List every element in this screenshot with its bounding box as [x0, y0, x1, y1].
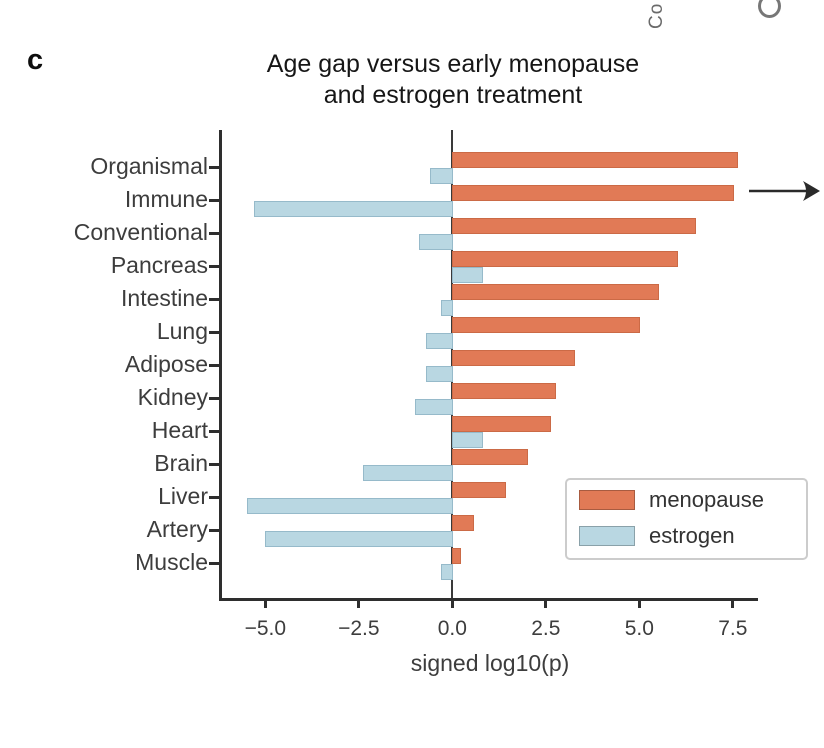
bar-menopause-immune [452, 185, 734, 201]
y-category-label-organismal: Organismal [90, 153, 208, 179]
y-tick-artery [209, 528, 219, 532]
y-tick-pancreas [209, 264, 219, 268]
bar-estrogen-intestine [441, 300, 454, 316]
bar-estrogen-brain [362, 465, 454, 481]
legend-label-estrogen: estrogen [649, 523, 735, 548]
bar-menopause-artery [452, 515, 474, 531]
bar-menopause-adipose [452, 350, 575, 366]
y-tick-brain [209, 462, 219, 466]
bar-estrogen-artery [265, 531, 454, 547]
x-tick-0.0 [450, 598, 454, 608]
x-tick-−5.0 [263, 598, 267, 608]
y-category-label-adipose: Adipose [124, 351, 208, 377]
y-category-label-liver: Liver [158, 483, 208, 509]
legend-entry-estrogen: estrogen [579, 523, 735, 548]
y-category-label-conventional: Conventional [73, 219, 208, 245]
cropped-glyph-fragment [758, 0, 781, 18]
x-axis-spine [219, 598, 758, 601]
y-tick-muscle [209, 561, 219, 565]
chart-title: Age gap versus early menopause and estro… [123, 49, 783, 111]
x-tick-label-0.0: 0.0 [437, 617, 467, 640]
bar-estrogen-immune [254, 201, 454, 217]
y-tick-organismal [209, 165, 219, 169]
bar-menopause-muscle [452, 548, 461, 564]
x-axis-label: signed log10(p) [410, 650, 570, 676]
y-category-label-heart: Heart [151, 417, 208, 443]
panel-label: c [27, 44, 44, 76]
y-category-label-immune: Immune [124, 186, 208, 212]
bar-estrogen-liver [246, 498, 454, 514]
bar-estrogen-conventional [418, 234, 454, 250]
bar-menopause-pancreas [452, 251, 678, 267]
legend-swatch-menopause [579, 490, 635, 510]
y-tick-lung [209, 330, 219, 334]
bar-estrogen-lung [426, 333, 454, 349]
plot-area [209, 130, 758, 608]
bar-menopause-lung [452, 317, 641, 333]
y-category-label-kidney: Kidney [137, 384, 208, 410]
y-category-label-brain: Brain [154, 450, 208, 476]
y-tick-intestine [209, 297, 219, 301]
y-tick-kidney [209, 396, 219, 400]
bar-estrogen-organismal [429, 168, 454, 184]
bar-menopause-intestine [452, 284, 659, 300]
legend-swatch-estrogen [579, 526, 635, 546]
x-tick-5.0 [637, 598, 641, 608]
bar-estrogen-heart [452, 432, 484, 448]
bar-estrogen-kidney [414, 399, 454, 415]
chart-title-line1: Age gap versus early menopause [266, 50, 640, 78]
bar-estrogen-muscle [441, 564, 454, 580]
y-axis-spine [219, 130, 222, 601]
x-tick-−2.5 [357, 598, 361, 608]
bar-estrogen-pancreas [452, 267, 484, 283]
x-tick-label-5.0: 5.0 [624, 617, 654, 640]
bar-menopause-kidney [452, 383, 557, 399]
bar-menopause-conventional [452, 218, 697, 234]
bar-menopause-brain [452, 449, 529, 465]
legend-entry-menopause: menopause [579, 487, 764, 512]
y-category-label-pancreas: Pancreas [110, 252, 208, 278]
y-category-label-intestine: Intestine [121, 285, 208, 311]
x-tick-7.5 [731, 598, 735, 608]
x-tick-label-−2.5: −2.5 [338, 617, 380, 640]
y-tick-liver [209, 495, 219, 499]
y-tick-conventional [209, 231, 219, 235]
y-tick-adipose [209, 363, 219, 367]
y-tick-immune [209, 198, 219, 202]
x-tick-2.5 [544, 598, 548, 608]
x-tick-label-−5.0: −5.0 [244, 617, 287, 640]
bar-estrogen-adipose [426, 366, 454, 382]
legend-label-menopause: menopause [649, 487, 764, 512]
bar-menopause-organismal [452, 152, 738, 168]
chart-title-line2: and estrogen treatment [323, 81, 583, 109]
bar-menopause-liver [452, 482, 506, 498]
y-category-label-lung: Lung [156, 318, 208, 344]
y-category-label-artery: Artery [146, 516, 208, 542]
right-arrow-annotation [749, 181, 820, 201]
y-tick-heart [209, 429, 219, 433]
legend: menopause estrogen [565, 478, 808, 560]
x-tick-label-2.5: 2.5 [531, 617, 561, 640]
bar-menopause-heart [452, 416, 551, 432]
cropped-rotated-label-fragment: Co [646, 2, 667, 29]
x-tick-label-7.5: 7.5 [718, 617, 748, 640]
y-category-label-muscle: Muscle [135, 549, 208, 575]
